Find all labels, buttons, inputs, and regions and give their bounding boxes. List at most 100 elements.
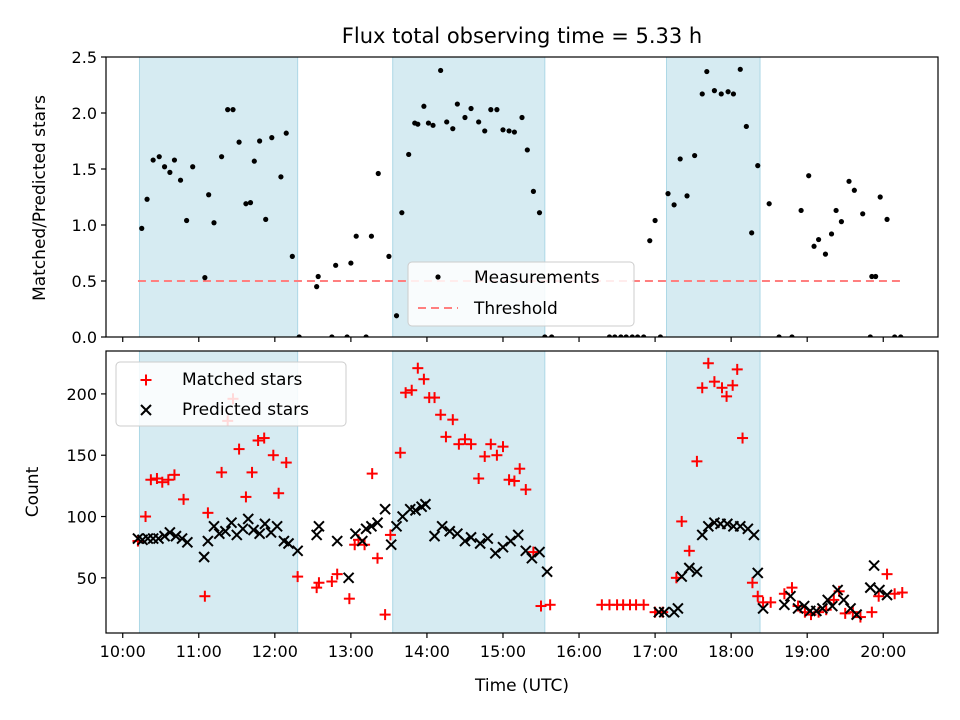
matched-star-point [412, 362, 424, 374]
predicted-star-point [379, 503, 391, 515]
matched-star-point [752, 590, 764, 602]
matched-star-point [889, 588, 901, 600]
measurement-point [171, 157, 178, 163]
matched-star-point [708, 376, 720, 388]
measurement-point [846, 178, 852, 184]
predicted-star-point [810, 605, 823, 617]
measurement-point [278, 174, 284, 180]
bottom-shaded-interval [392, 351, 546, 633]
matched-star-point [535, 600, 547, 612]
predicted-star-point [752, 567, 764, 579]
measurement-point [815, 236, 822, 243]
matched-star-point [503, 474, 515, 486]
predicted-star-point [356, 535, 368, 547]
x-axis-label: Time (UTC) [474, 676, 569, 696]
predicted-star-point [313, 520, 325, 533]
measurement-point [755, 163, 761, 169]
measurement-point [190, 164, 196, 170]
x-tick-label: 11:00 [176, 642, 222, 661]
measurement-point [363, 334, 369, 337]
bottom-axes-frame [105, 350, 939, 634]
matched-star-point [273, 487, 285, 499]
matched-star-point [731, 363, 743, 375]
top-y-tick-label: 0.5 [72, 272, 97, 291]
legend-matched-label: Matched stars [182, 370, 302, 390]
measurement-point [161, 164, 168, 170]
measurement-point [833, 207, 839, 214]
measurement-point [806, 173, 812, 179]
matched-star-point [702, 357, 714, 369]
measurement-point [236, 139, 242, 145]
measurement-point [822, 251, 829, 257]
measurement-point [421, 103, 427, 109]
measurement-point [289, 253, 295, 259]
measurement-point [184, 217, 190, 224]
measurement-point [482, 128, 488, 134]
matched-star-point [786, 582, 798, 594]
measurement-point [684, 193, 690, 199]
measurement-point [375, 170, 381, 177]
matched-star-point [311, 582, 323, 594]
measurement-point [606, 334, 613, 337]
matched-star-point [716, 382, 728, 394]
x-tick-label: 19:00 [784, 642, 830, 661]
x-tick-label: 20:00 [860, 642, 906, 661]
measurement-point [500, 127, 506, 133]
matched-star-point [313, 577, 325, 589]
measurement-point [519, 114, 525, 121]
measurement-point [494, 107, 500, 113]
predicted-star-point [259, 518, 271, 530]
measurement-point [665, 191, 671, 197]
predicted-star-point [181, 536, 194, 548]
measurement-point [206, 192, 212, 198]
measurement-point [692, 152, 698, 159]
measurement-point [269, 135, 275, 141]
x-tick-label: 13:00 [328, 642, 374, 661]
bottom-plot-area [132, 351, 908, 633]
predicted-star-point [237, 523, 249, 535]
predicted-star-point [881, 589, 893, 601]
predicted-star-point [213, 527, 226, 540]
predicted-star-point [868, 559, 880, 572]
predicted-star-point [365, 520, 378, 533]
measurement-point [524, 147, 530, 153]
predicted-star-point [541, 565, 553, 578]
measurement-point [536, 210, 543, 216]
matched-star-point [406, 384, 418, 396]
predicted-star-point [198, 551, 210, 563]
measurement-point [549, 334, 555, 337]
top-legend: Measurements Threshold [407, 261, 635, 327]
predicted-star-point [672, 602, 684, 615]
measurement-point [542, 334, 548, 337]
matched-star-point [246, 466, 258, 478]
measurement-point [838, 219, 845, 225]
measurement-point [243, 201, 249, 207]
predicted-star-point [310, 529, 323, 541]
predicted-star-point [504, 535, 517, 547]
predicted-star-point [436, 520, 448, 533]
measurement-point [393, 313, 400, 319]
matched-star-point [372, 552, 384, 564]
measurement-point [283, 130, 289, 136]
matched-star-point [497, 441, 509, 453]
chart-title: Flux total observing time = 5.33 h [342, 24, 702, 48]
matched-star-point [544, 599, 556, 611]
predicted-star-point [465, 531, 477, 544]
measurement-point [314, 284, 320, 290]
predicted-star-point [837, 594, 850, 606]
measurement-point [315, 273, 321, 280]
predicted-star-point [784, 590, 797, 602]
measurement-point [144, 196, 150, 202]
predicted-star-point [331, 535, 343, 547]
measurement-point [811, 243, 817, 249]
measurement-point [296, 334, 302, 337]
measurement-point [699, 91, 705, 97]
top-plot: 0.0 0.5 1.0 1.5 2.0 2.5 Measurements Threshold [72, 48, 939, 347]
matched-star-point [240, 491, 252, 503]
top-shaded-interval [665, 57, 761, 337]
measurement-point [634, 334, 641, 337]
predicted-star-point [831, 584, 844, 596]
measurement-point [344, 334, 350, 337]
matched-star-point [202, 507, 214, 519]
x-tick-label: 18:00 [708, 642, 754, 661]
